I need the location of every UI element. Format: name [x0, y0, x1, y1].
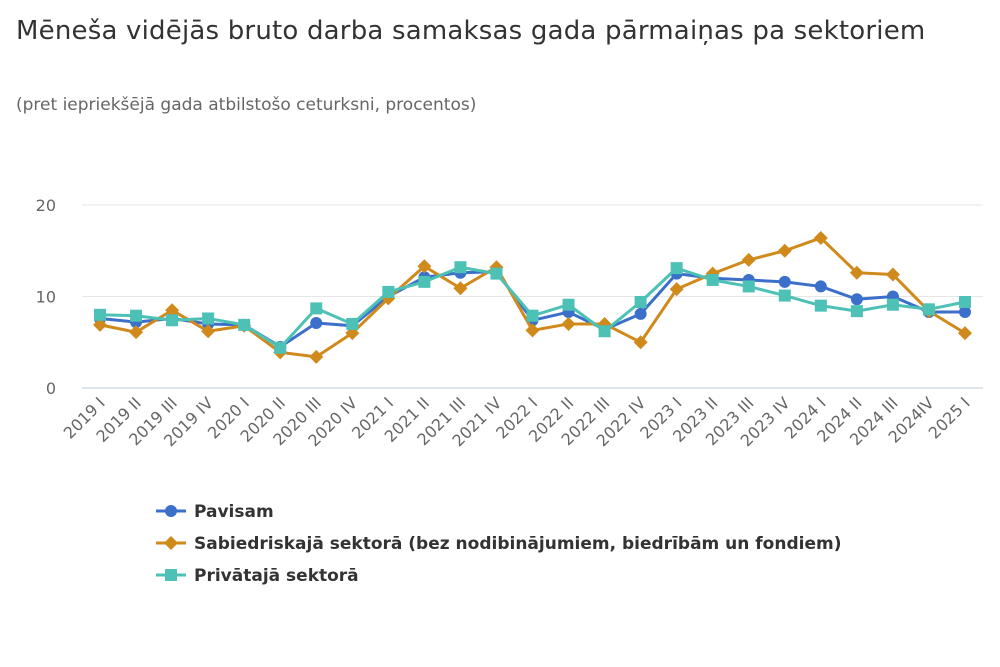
data-point — [670, 262, 683, 275]
legend-label: Pavisam — [194, 502, 274, 522]
data-point — [598, 325, 611, 338]
legend-item[interactable]: Sabiedriskajā sektorā (bez nodibinājumie… — [156, 534, 841, 554]
y-tick-label: 0 — [46, 379, 56, 398]
data-point — [778, 275, 791, 288]
data-point — [634, 295, 647, 308]
x-tick-label: 2025 I — [925, 393, 974, 442]
data-point — [561, 316, 576, 331]
chart-title: Mēneša vidējās bruto darba samaksas gada… — [16, 16, 926, 46]
data-point — [130, 309, 143, 322]
legend-item[interactable]: Privātajā sektorā — [156, 566, 359, 586]
grid-lines — [82, 204, 983, 389]
data-point — [777, 243, 792, 258]
data-point — [778, 289, 791, 302]
data-point — [562, 298, 575, 311]
series-2 — [93, 230, 972, 364]
data-point — [165, 303, 180, 318]
data-point — [310, 317, 323, 330]
legend-marker — [165, 569, 177, 581]
data-point — [742, 280, 755, 293]
data-point — [418, 275, 431, 288]
data-point — [94, 308, 107, 321]
data-point — [525, 323, 540, 338]
data-point — [129, 325, 144, 340]
data-point — [669, 282, 684, 297]
data-point — [346, 317, 359, 330]
data-point — [201, 324, 216, 339]
data-point — [850, 293, 863, 306]
data-point — [885, 267, 900, 282]
data-point — [886, 298, 899, 311]
legend-marker — [164, 536, 178, 550]
data-point — [93, 317, 108, 332]
y-tick-label: 20 — [36, 196, 56, 215]
data-point — [274, 341, 287, 354]
data-point — [741, 252, 756, 267]
data-point — [849, 265, 864, 280]
chart-subtitle: (pret iepriekšējā gada atbilstošo ceturk… — [16, 95, 477, 115]
legend-label: Sabiedriskajā sektorā (bez nodibinājumie… — [194, 534, 841, 554]
data-point — [526, 309, 539, 322]
data-point — [634, 307, 647, 320]
data-point — [309, 349, 324, 364]
data-point — [417, 259, 432, 274]
legend-marker — [165, 505, 177, 517]
data-point — [814, 299, 827, 312]
data-point — [490, 267, 503, 280]
data-point — [454, 261, 467, 274]
data-point — [382, 285, 395, 298]
data-point — [166, 314, 179, 327]
data-point — [453, 281, 468, 296]
data-point — [633, 335, 648, 350]
legend-item[interactable]: Pavisam — [156, 502, 274, 522]
series-3 — [94, 261, 971, 354]
legend[interactable]: Pavisam Sabiedriskajā sektorā (bez nodibi… — [156, 502, 841, 586]
data-point — [813, 230, 828, 245]
legend-label: Privātajā sektorā — [194, 566, 359, 586]
data-point — [202, 312, 215, 325]
y-tick-label: 10 — [36, 288, 56, 307]
data-point — [310, 302, 323, 315]
data-point — [850, 305, 863, 318]
series-layer — [93, 230, 972, 364]
data-point — [958, 295, 971, 308]
data-point — [814, 280, 827, 293]
series-line — [99, 236, 966, 359]
y-axis-ticks: 0 10 20 — [36, 196, 56, 398]
data-point — [238, 318, 251, 331]
data-point — [706, 274, 719, 287]
data-point — [957, 326, 972, 341]
data-point — [958, 306, 971, 319]
data-point — [922, 303, 935, 316]
